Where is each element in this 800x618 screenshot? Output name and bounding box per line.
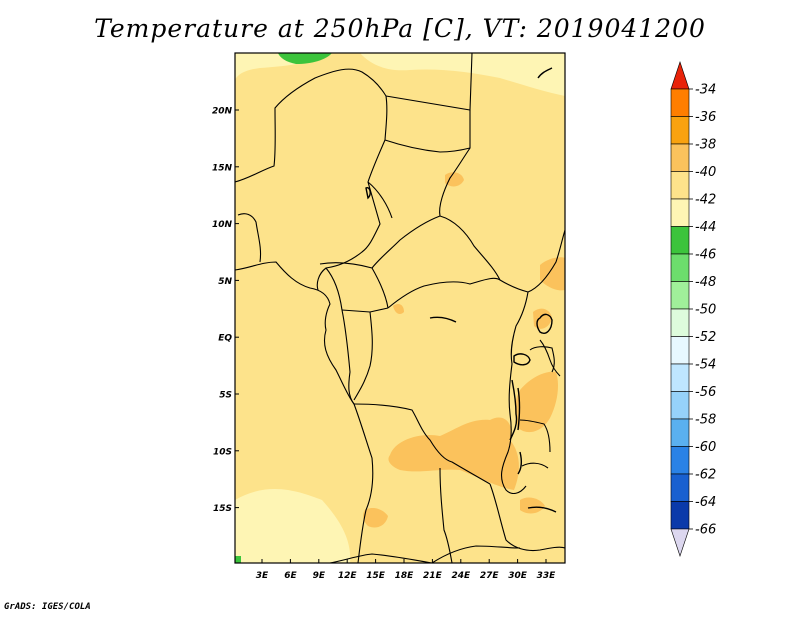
colorbar-label: -64 — [695, 495, 716, 510]
colorbar-label: -48 — [695, 275, 716, 290]
colorbar-segment — [670, 473, 690, 502]
colorbar-segment — [670, 143, 690, 172]
footer-credit: GrADS: IGES/COLA — [4, 602, 91, 612]
colorbar-label: -52 — [695, 330, 716, 345]
colorbar-label: -42 — [695, 193, 716, 208]
lon-tick-label: 6E — [284, 571, 297, 581]
chart-title: Temperature at 250hPa [C], VT: 201904120… — [94, 14, 706, 43]
colorbar-label: -40 — [695, 165, 716, 180]
latitude-axis: 20N 15N 10N 5N EQ 5S 10S 15S — [212, 107, 239, 514]
lakes — [365, 67, 557, 513]
colorbar-label: -58 — [695, 413, 716, 428]
coastlines-borders — [235, 53, 565, 563]
lat-tick-label: 15S — [213, 504, 232, 514]
colorbar-segment — [670, 88, 690, 117]
colorbar-segment — [670, 281, 690, 310]
map-frame — [234, 52, 566, 564]
colorbar-label: -62 — [695, 468, 716, 483]
colorbar-label: -38 — [695, 138, 716, 153]
shade-region-warm — [533, 308, 552, 329]
colorbar-label: -66 — [695, 523, 716, 538]
colorbar: -34 -36 -38 -40 -42 -44 -46 -48 -50 -52 -54 -56 -58 -… — [670, 61, 716, 557]
lon-tick-label: 12E — [338, 571, 358, 581]
lon-tick-label: 33E — [537, 571, 557, 581]
shade-region-green — [278, 53, 332, 64]
colorbar-segment — [670, 336, 690, 365]
shade-region-warm — [393, 304, 404, 314]
colorbar-segment — [670, 226, 690, 255]
colorbar-bottom-arrow — [670, 528, 690, 557]
lat-tick-label: 5N — [218, 277, 232, 287]
colorbar-segment — [670, 418, 690, 447]
colorbar-label: -54 — [695, 358, 716, 373]
colorbar-label: -36 — [695, 110, 716, 125]
colorbar-label: -50 — [695, 303, 716, 318]
lon-tick-label: 18E — [395, 571, 415, 581]
lon-tick-label: 24E — [451, 571, 471, 581]
colorbar-segment — [670, 308, 690, 337]
colorbar-segment — [670, 391, 690, 420]
shade-region-cool — [360, 53, 565, 96]
shade-region-warm — [540, 257, 565, 291]
shade-region-warm — [515, 371, 558, 433]
lon-tick-label: 9E — [313, 571, 326, 581]
lon-tick-label: 30E — [508, 571, 528, 581]
shade-region-green — [235, 556, 241, 563]
lat-tick-label: 10S — [213, 447, 232, 457]
lat-tick-label: 5S — [219, 391, 232, 401]
lat-tick-label: 10N — [212, 220, 233, 230]
colorbar-segment — [670, 198, 690, 227]
lon-tick-label: 21E — [423, 571, 443, 581]
colorbar-segment — [670, 501, 690, 530]
colorbar-label: -44 — [695, 220, 716, 235]
shade-region-warm — [363, 508, 388, 528]
colorbar-segment — [670, 253, 690, 282]
colorbar-segment — [670, 171, 690, 200]
colorbar-top-arrow — [670, 61, 690, 90]
colorbar-label: -34 — [695, 83, 716, 98]
longitude-axis: 3E 6E 9E 12E 15E 18E 21E 24E 27E 30E 33E — [256, 559, 556, 581]
colorbar-label: -60 — [695, 440, 716, 455]
colorbar-segment — [670, 446, 690, 475]
shade-region-warm — [445, 172, 464, 187]
lon-tick-label: 15E — [366, 571, 386, 581]
lat-tick-label: 15N — [212, 163, 233, 173]
colorbar-label: -56 — [695, 385, 716, 400]
shade-region-warm — [388, 417, 519, 490]
lon-tick-label: 3E — [256, 571, 269, 581]
colorbar-segment — [670, 363, 690, 392]
lat-tick-label: 20N — [212, 107, 233, 117]
shade-region-cool — [235, 489, 351, 563]
colorbar-segment — [670, 116, 690, 145]
lat-tick-label: EQ — [218, 334, 232, 344]
colorbar-label: -46 — [695, 248, 716, 263]
shade-region-warm — [520, 497, 545, 514]
lon-tick-label: 27E — [480, 571, 500, 581]
